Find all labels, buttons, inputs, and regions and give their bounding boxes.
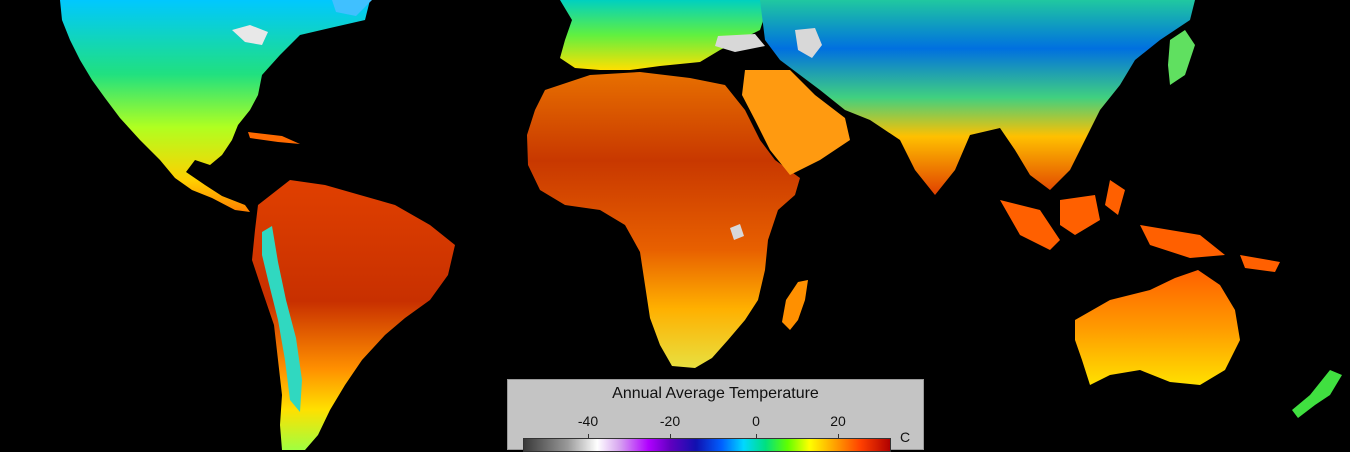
legend-tick-label: -20	[659, 413, 681, 429]
north-america-region	[60, 0, 370, 212]
legend-tick-label: 0	[752, 413, 760, 429]
lake-victoria	[730, 224, 744, 240]
legend-tick-label: -40	[577, 413, 599, 429]
legend-tick-mark	[838, 434, 839, 439]
madagascar-region	[782, 280, 808, 330]
temperature-legend: Annual Average Temperature -40 -20 0 20 …	[507, 379, 924, 452]
greenland-edge	[332, 0, 372, 16]
europe-region	[560, 0, 770, 70]
australia-region	[1075, 270, 1240, 385]
great-lakes	[232, 25, 268, 45]
legend-tick-mark	[588, 434, 589, 439]
legend-title: Annual Average Temperature	[612, 385, 819, 402]
southeast-asia-islands	[1000, 180, 1280, 272]
andes-highlands	[262, 226, 302, 412]
new-zealand-region	[1292, 370, 1342, 418]
legend-unit-label: C	[900, 429, 911, 445]
caspian-sea	[795, 28, 822, 58]
caribbean-islands	[248, 132, 300, 144]
arabia-region	[742, 70, 850, 175]
black-sea	[715, 34, 765, 52]
africa-region	[527, 72, 800, 368]
south-america-region	[252, 180, 455, 450]
japan-region	[1168, 30, 1195, 85]
asia-region	[760, 0, 1195, 195]
legend-tick-mark	[756, 434, 757, 439]
legend-tick-mark	[670, 434, 671, 439]
legend-tick-label: 20	[830, 413, 846, 429]
